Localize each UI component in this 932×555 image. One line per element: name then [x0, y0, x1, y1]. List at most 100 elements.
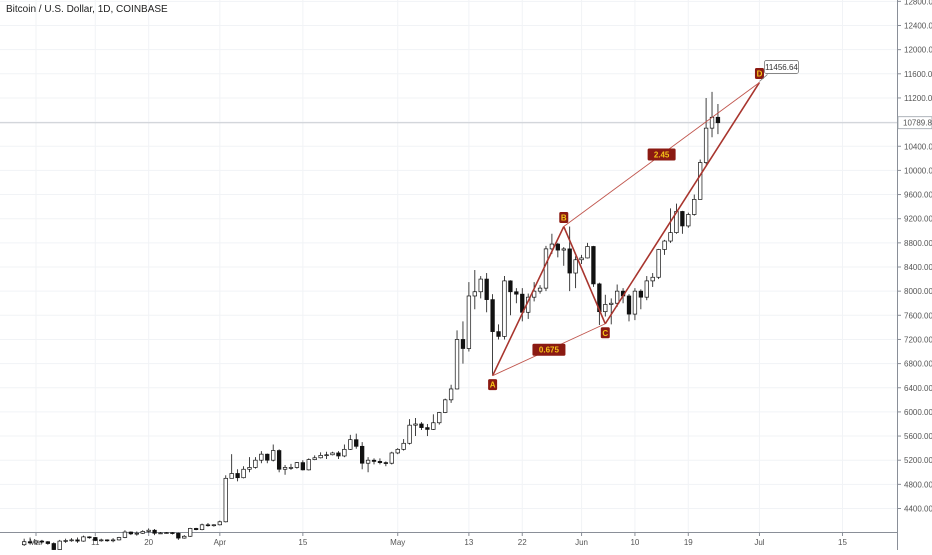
- y-tick-label: 6000.00: [904, 408, 932, 417]
- candle-body-up: [703, 127, 709, 163]
- candle-body-up: [241, 468, 246, 479]
- candle: [585, 242, 590, 259]
- candle: [502, 276, 507, 340]
- candle: [425, 423, 430, 437]
- x-tick-label: 11: [91, 538, 100, 547]
- candle-body-up: [502, 280, 507, 337]
- candle: [360, 442, 365, 470]
- y-tick-label: 8400.00: [904, 263, 932, 272]
- candle-body-up: [443, 399, 448, 413]
- candle-body-up: [110, 539, 116, 542]
- pattern-point-b: B: [559, 212, 569, 224]
- candle: [348, 434, 353, 450]
- candle: [454, 330, 460, 390]
- candle: [87, 536, 92, 539]
- candle: [223, 475, 228, 523]
- candle: [603, 294, 608, 317]
- candle: [235, 469, 240, 482]
- candle-body-up: [140, 531, 145, 534]
- candle-body-down: [265, 453, 270, 461]
- candle: [543, 245, 549, 292]
- y-tick-label: 7600.00: [904, 311, 932, 320]
- y-tick-label: 11600.00: [904, 70, 932, 79]
- candle: [276, 449, 282, 473]
- candle: [490, 294, 495, 376]
- candle: [294, 462, 300, 469]
- candle: [662, 239, 667, 255]
- candle: [253, 457, 258, 469]
- candle-body-up: [348, 439, 353, 450]
- candle-body-down: [490, 299, 495, 332]
- candle-body-up: [698, 162, 703, 200]
- target-price-label: 11456.64: [765, 63, 798, 72]
- last-price-box: [897, 116, 932, 130]
- ratio-label: 2.45: [647, 148, 676, 161]
- x-tick-label: 22: [518, 538, 527, 547]
- candle-body-down: [460, 339, 466, 349]
- candle: [288, 463, 294, 470]
- candle-body-up: [330, 452, 335, 456]
- candle-body-up: [644, 280, 649, 298]
- candle: [371, 458, 377, 465]
- candle-body-up: [188, 528, 193, 537]
- candle: [472, 270, 477, 310]
- candle-body-up: [668, 232, 673, 242]
- y-tick-label: 10400.00: [904, 142, 932, 151]
- x-tick-label: Jun: [575, 538, 588, 547]
- candle-body-up: [288, 467, 294, 469]
- candle-body-up: [603, 304, 608, 313]
- pattern-point-a: A: [488, 379, 498, 391]
- y-tick-label: 11200.00: [904, 94, 932, 103]
- candle-body-up: [437, 412, 442, 424]
- y-tick-label: 5600.00: [904, 432, 932, 441]
- candle: [668, 208, 673, 243]
- candle: [265, 453, 270, 464]
- candle: [45, 541, 51, 545]
- candle-body-up: [389, 452, 394, 464]
- x-tick-label: 15: [838, 538, 847, 547]
- candle-body-up: [259, 453, 264, 461]
- candle-body-up: [199, 524, 205, 530]
- candle-body-up: [656, 249, 661, 278]
- candle-body-up: [271, 450, 276, 461]
- target-leader: [759, 74, 768, 82]
- candle-body-down: [680, 211, 685, 227]
- pattern-point-tag: [559, 212, 569, 224]
- x-tick-label: May: [390, 538, 405, 547]
- pattern-point-tag: [488, 379, 498, 391]
- candle-body-down: [336, 452, 341, 457]
- candle-body-up: [478, 278, 483, 293]
- candle-body-down: [205, 524, 211, 527]
- candle: [638, 289, 644, 310]
- candle-body-down: [567, 248, 572, 274]
- candle-body-down: [193, 528, 199, 530]
- candle-body-down: [626, 295, 632, 315]
- candle: [229, 454, 234, 479]
- candle-body-up: [99, 539, 104, 542]
- candle: [389, 451, 394, 465]
- ratio-tag: [647, 148, 676, 161]
- candle: [128, 531, 134, 536]
- candle-body-up: [247, 467, 252, 470]
- candle: [33, 539, 39, 545]
- candle: [146, 528, 151, 533]
- candle-body-up: [146, 529, 151, 532]
- candle: [448, 384, 454, 403]
- candle: [75, 537, 80, 543]
- candle-body-up: [122, 531, 128, 538]
- candle-body-down: [419, 423, 424, 428]
- candle: [478, 276, 483, 299]
- candle-body-down: [371, 459, 377, 462]
- candle-body-down: [27, 541, 33, 544]
- candle-body-down: [508, 280, 513, 293]
- candle-body-up: [537, 287, 543, 292]
- candle-body-up: [294, 462, 300, 468]
- candle-body-up: [585, 246, 590, 259]
- candle: [413, 417, 418, 437]
- candle-body-up: [692, 199, 697, 215]
- chart-title: Bitcoin / U.S. Dollar, 1D, COINBASE: [6, 4, 168, 15]
- candle-body-up: [318, 455, 323, 459]
- candle: [116, 536, 122, 541]
- candle: [407, 419, 412, 445]
